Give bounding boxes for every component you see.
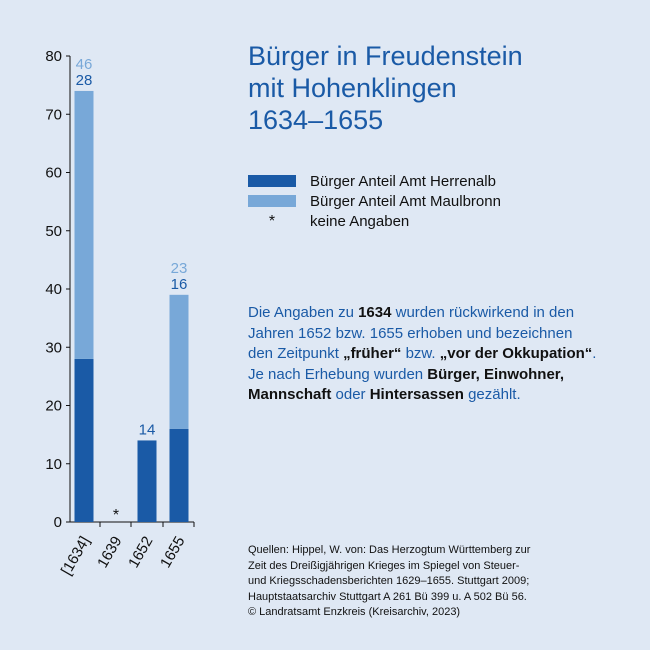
title-line-1: Bürger in Freudenstein [248,41,523,71]
note-bold: 1634 [358,304,392,321]
chart-title: Bürger in Freudenstein mit Hohenklingen … [248,40,628,136]
note-bold: Bürger, Einwohner, Mannschaft [248,365,564,404]
note-bold: „früher“ [343,345,402,362]
x-tick-label: 1652 [125,534,156,571]
y-tick-label: 70 [45,106,62,123]
x-tick-label: 1639 [94,534,125,571]
y-tick-label: 50 [45,223,62,240]
note-part: gezählt. [463,386,521,403]
x-tick-label: [1634] [58,534,94,579]
x-tick-label: 1655 [157,534,188,571]
sources-line: Quellen: Hippel, W. von: Das Herzogtum W… [248,544,531,556]
no-data-asterisk: * [113,507,119,524]
bar-maulbronn [74,90,94,359]
legend-swatch-maulbronn [248,195,296,207]
y-tick-label: 80 [45,48,62,65]
copyright-line: © Landratsamt Enzkreis (Kreisarchiv, 202… [248,606,461,618]
sources-line: Zeit des Dreißigjährigen Krieges im Spie… [248,559,520,572]
y-tick-label: 30 [45,339,62,356]
data-label-maulbronn: 23 [171,260,188,277]
legend-label-no-data: keine Angaben [310,212,410,230]
note-bold: „vor der Okkupation“ [439,345,593,362]
y-tick-label: 40 [45,281,62,298]
y-tick-label: 20 [45,398,62,415]
note-text: Die Angaben zu 1634 wurden rückwirkend i… [248,303,598,406]
bar-herrenalb [137,440,157,522]
bar-herrenalb [169,428,189,522]
legend-swatch-herrenalb [248,175,296,187]
sources-line: und Kriegsschadensberichten 1629–1655. S… [248,575,530,587]
note-part: wurden rückwirkend in den Jahren 1652 bz… [248,304,575,362]
title-line-3: 1634–1655 [248,105,384,135]
y-tick-label: 10 [45,456,62,473]
legend-label-herrenalb: Bürger Anteil Amt Herrenalb [310,172,496,190]
note-part: . Je nach Erhebung wurden [248,345,597,383]
bar-maulbronn [169,294,189,429]
legend-no-data-asterisk: * [268,213,276,230]
data-label-maulbronn: 46 [76,56,93,73]
legend-label-maulbronn: Bürger Anteil Amt Maulbronn [310,192,501,210]
note-part: bzw. [401,345,440,362]
legend-item-maulbronn: Bürger Anteil Amt Maulbronn [248,191,501,211]
data-label-herrenalb: 14 [139,421,156,438]
y-tick-label: 0 [54,514,62,531]
title-line-2: mit Hohenklingen [248,73,457,103]
legend: Bürger Anteil Amt Herrenalb Bürger Antei… [248,171,501,231]
note-part: Die Angaben zu [248,304,359,321]
note-bold: Hintersassen [369,386,464,403]
y-tick-label: 60 [45,165,62,182]
sources-line: Hauptstaatsarchiv Stuttgart A 261 Bü 399… [248,590,527,603]
legend-item-no-data: * keine Angaben [248,211,501,231]
bar-herrenalb [74,358,94,522]
data-label-herrenalb: 16 [171,276,188,293]
data-label-herrenalb: 28 [76,72,93,89]
sources-text: Quellen: Hippel, W. von: Das Herzogtum W… [248,543,608,621]
note-part: oder [331,386,370,403]
legend-item-herrenalb: Bürger Anteil Amt Herrenalb [248,171,501,191]
